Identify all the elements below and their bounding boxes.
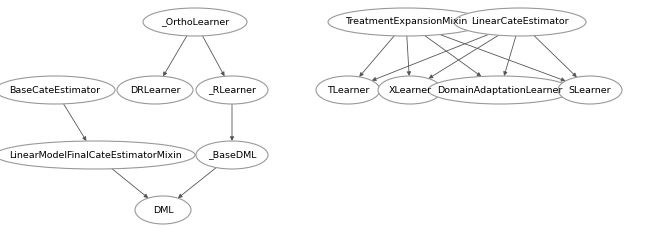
- Ellipse shape: [196, 76, 268, 104]
- Ellipse shape: [428, 76, 572, 104]
- Ellipse shape: [454, 8, 586, 36]
- Ellipse shape: [378, 76, 442, 104]
- Text: TLearner: TLearner: [327, 86, 369, 95]
- Ellipse shape: [117, 76, 193, 104]
- Text: _RLearner: _RLearner: [208, 86, 256, 95]
- Text: _BaseDML: _BaseDML: [208, 150, 256, 159]
- Text: TreatmentExpansionMixin: TreatmentExpansionMixin: [345, 17, 467, 26]
- Text: DML: DML: [153, 206, 173, 215]
- Ellipse shape: [558, 76, 622, 104]
- Ellipse shape: [196, 141, 268, 169]
- Ellipse shape: [135, 196, 191, 224]
- Text: LinearCateEstimator: LinearCateEstimator: [471, 17, 569, 26]
- Text: XLearner: XLearner: [388, 86, 431, 95]
- Ellipse shape: [0, 141, 195, 169]
- Text: DomainAdaptationLearner: DomainAdaptationLearner: [437, 86, 562, 95]
- Text: _OrthoLearner: _OrthoLearner: [161, 17, 229, 26]
- Ellipse shape: [143, 8, 247, 36]
- Ellipse shape: [316, 76, 380, 104]
- Ellipse shape: [0, 76, 115, 104]
- Text: DRLearner: DRLearner: [130, 86, 180, 95]
- Text: SLearner: SLearner: [569, 86, 612, 95]
- Ellipse shape: [328, 8, 484, 36]
- Text: BaseCateEstimator: BaseCateEstimator: [9, 86, 101, 95]
- Text: LinearModelFinalCateEstimatorMixin: LinearModelFinalCateEstimatorMixin: [9, 150, 181, 159]
